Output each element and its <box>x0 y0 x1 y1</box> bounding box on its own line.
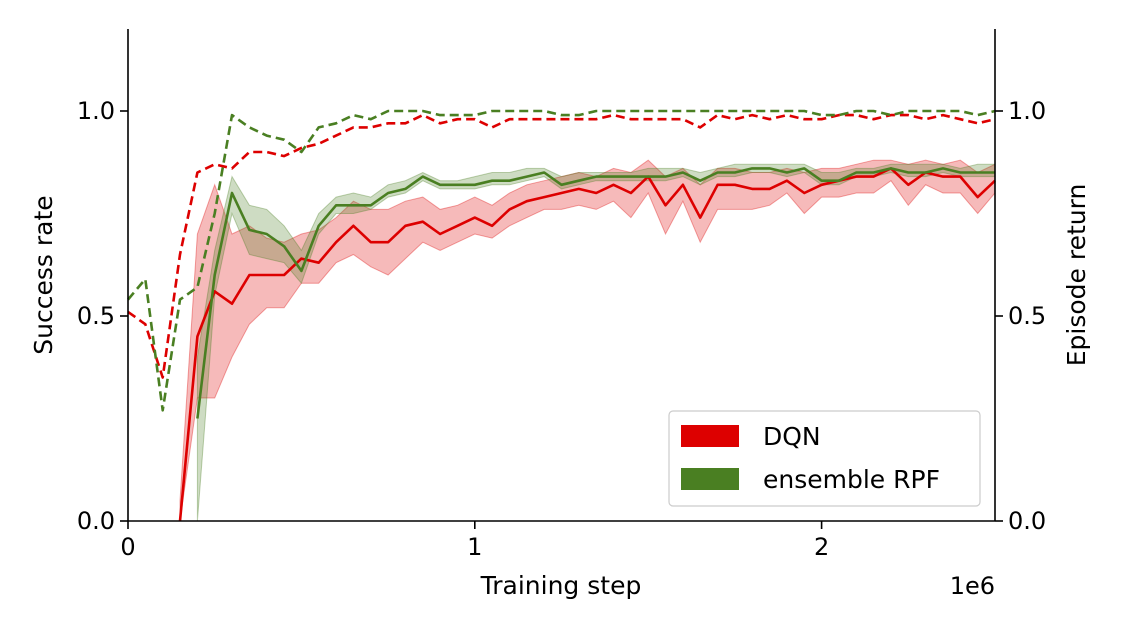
legend-swatch-ensemble-rpf <box>681 468 739 490</box>
right-y-tick-label: 1.0 <box>1008 97 1046 125</box>
x-tick-label: 1 <box>467 533 482 561</box>
ticks-layer: 0 1 2 0.0 0.5 1.0 0.0 0.5 1.0 <box>77 97 1046 561</box>
lines-layer <box>127 109 996 522</box>
x-axis-offset-label: 1e6 <box>950 572 995 600</box>
x-tick-label: 0 <box>120 533 135 561</box>
legend-frame <box>668 410 981 507</box>
line-success-dqn <box>178 167 996 522</box>
legend: DQN ensemble RPF <box>668 410 981 507</box>
left-y-tick-label: 0.5 <box>77 302 115 330</box>
x-axis-label: Training step <box>480 571 642 600</box>
legend-swatch-dqn <box>681 425 739 447</box>
line-return-3 <box>127 109 996 412</box>
line-success-ensemble-rpf <box>196 167 995 419</box>
left-y-tick-label: 0.0 <box>77 507 115 535</box>
right-y-axis-label: Episode return <box>1062 184 1091 367</box>
right-y-tick-label: 0.0 <box>1008 507 1046 535</box>
right-y-tick-label: 0.5 <box>1008 302 1046 330</box>
legend-label-dqn: DQN <box>763 422 821 451</box>
left-y-axis-label: Success rate <box>29 195 58 354</box>
x-tick-label: 2 <box>814 533 829 561</box>
line-return-2 <box>127 113 996 379</box>
legend-label-ensemble-rpf: ensemble RPF <box>763 465 940 494</box>
left-y-tick-label: 1.0 <box>77 97 115 125</box>
